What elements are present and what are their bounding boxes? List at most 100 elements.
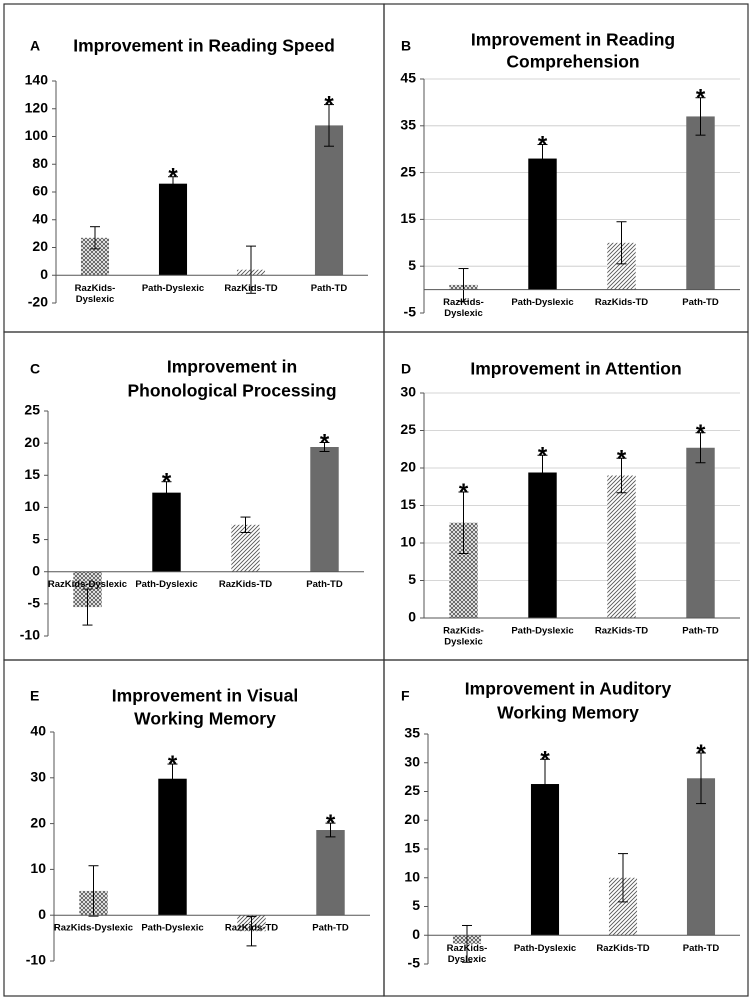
bar bbox=[310, 447, 339, 572]
y-tick-label: 20 bbox=[24, 434, 40, 450]
y-tick-label: 10 bbox=[404, 868, 420, 884]
bar bbox=[528, 472, 557, 618]
panel-letter: D bbox=[401, 361, 411, 377]
chart-title-line: Phonological Processing bbox=[127, 381, 336, 401]
x-tick-label: RazKids- bbox=[75, 283, 116, 294]
x-tick-label: RazKids-TD bbox=[224, 283, 277, 294]
x-tick-label: RazKids-TD bbox=[596, 943, 649, 954]
y-tick-label: 20 bbox=[400, 459, 416, 475]
x-tick-label: RazKids-Dyslexic bbox=[48, 579, 127, 590]
y-tick-label: 10 bbox=[30, 860, 46, 876]
significance-star: * bbox=[324, 92, 334, 119]
significance-star: * bbox=[696, 420, 706, 447]
bar bbox=[528, 158, 557, 290]
panel-d: D Improvement in Attention 0 5 10 15 20 25 30 * * *… bbox=[383, 331, 749, 661]
bar bbox=[686, 778, 716, 936]
y-tick-label: 15 bbox=[24, 466, 40, 482]
x-tick-label: Path-Dyslexic bbox=[511, 297, 573, 308]
x-tick-label: Dyslexic bbox=[76, 294, 115, 305]
panel-a: A Improvement in Reading Speed -20 0 20 40 60 8… bbox=[3, 3, 385, 333]
chart-title-line: Improvement in Reading bbox=[471, 30, 675, 50]
x-tick-label: RazKids-TD bbox=[595, 297, 648, 308]
chart-title-line: Working Memory bbox=[134, 709, 276, 729]
x-tick-label: RazKids- bbox=[447, 943, 488, 954]
y-tick-label: 30 bbox=[30, 769, 46, 785]
panel-letter: C bbox=[30, 361, 40, 377]
x-tick-label: Dyslexic bbox=[444, 308, 483, 319]
x-tick-label: Path-TD bbox=[682, 626, 719, 637]
y-tick-label: 0 bbox=[412, 926, 420, 942]
x-tick-label: Path-Dyslexic bbox=[141, 923, 203, 934]
panel-frame bbox=[383, 659, 749, 997]
y-tick-label: 5 bbox=[32, 530, 40, 546]
y-tick-label: 60 bbox=[32, 183, 48, 199]
significance-star: * bbox=[696, 85, 706, 112]
y-tick-label: 15 bbox=[400, 210, 416, 226]
y-tick-label: 0 bbox=[40, 266, 48, 282]
y-tick-label: 15 bbox=[404, 840, 420, 856]
x-tick-label: RazKids-Dyslexic bbox=[54, 923, 133, 934]
y-tick-label: 35 bbox=[404, 725, 420, 741]
y-tick-label: 35 bbox=[400, 117, 416, 133]
y-tick-label: 5 bbox=[408, 257, 416, 273]
y-tick-label: 40 bbox=[32, 210, 48, 226]
panel-letter: A bbox=[30, 38, 40, 54]
significance-star: * bbox=[538, 442, 548, 469]
x-tick-label: Dyslexic bbox=[444, 637, 483, 648]
y-tick-label: 20 bbox=[32, 238, 48, 254]
significance-star: * bbox=[538, 132, 548, 159]
y-tick-label: -5 bbox=[408, 955, 421, 971]
panel-letter: E bbox=[30, 688, 39, 704]
y-tick-label: 10 bbox=[400, 534, 416, 550]
bar bbox=[686, 447, 715, 618]
significance-star: * bbox=[162, 469, 172, 496]
chart-title-line: Improvement in Attention bbox=[470, 359, 681, 379]
x-tick-label: Path-TD bbox=[312, 923, 349, 934]
x-tick-label: Path-TD bbox=[311, 283, 348, 294]
chart-title-line: Improvement in bbox=[167, 357, 297, 377]
y-tick-label: 20 bbox=[30, 814, 46, 830]
y-tick-label: 120 bbox=[25, 99, 49, 115]
x-tick-label: Path-Dyslexic bbox=[135, 579, 197, 590]
x-tick-label: Path-TD bbox=[682, 297, 719, 308]
y-tick-label: 0 bbox=[38, 906, 46, 922]
y-tick-label: 140 bbox=[25, 72, 49, 88]
panels-layer: A Improvement in Reading Speed -20 0 20 40 60 8… bbox=[3, 3, 749, 997]
panel-letter: B bbox=[401, 38, 411, 54]
x-tick-label: RazKids-TD bbox=[225, 923, 278, 934]
bar bbox=[686, 116, 715, 290]
y-tick-label: 15 bbox=[400, 496, 416, 512]
y-tick-label: 5 bbox=[412, 897, 420, 913]
y-tick-label: 25 bbox=[404, 782, 420, 798]
y-tick-label: -10 bbox=[26, 952, 46, 968]
y-tick-label: 45 bbox=[400, 70, 416, 86]
y-tick-label: -10 bbox=[20, 627, 40, 643]
significance-star: * bbox=[459, 479, 469, 506]
x-tick-label: Path-TD bbox=[306, 579, 343, 590]
x-tick-label: Path-TD bbox=[683, 943, 720, 954]
x-tick-label: Path-Dyslexic bbox=[511, 626, 573, 637]
bar bbox=[158, 778, 187, 916]
panel-f: F Improvement in Auditory Working Memory -5… bbox=[383, 659, 749, 997]
x-tick-label: Path-Dyslexic bbox=[142, 283, 204, 294]
y-tick-label: 25 bbox=[400, 421, 416, 437]
y-tick-label: 100 bbox=[25, 127, 49, 143]
chart-title-line: Improvement in Auditory bbox=[465, 679, 672, 699]
panel-c: C Improvement in Phonological Processing -1… bbox=[3, 331, 385, 661]
significance-star: * bbox=[696, 740, 706, 767]
y-tick-label: 40 bbox=[30, 723, 46, 739]
y-tick-label: -20 bbox=[28, 294, 48, 310]
y-tick-label: 10 bbox=[24, 498, 40, 514]
chart-title-line: Improvement in Reading Speed bbox=[73, 36, 335, 56]
bar bbox=[607, 475, 636, 618]
significance-star: * bbox=[320, 430, 330, 457]
bar bbox=[314, 125, 344, 276]
y-tick-label: -5 bbox=[404, 304, 417, 320]
chart-title-line: Improvement in Visual bbox=[112, 686, 298, 706]
significance-star: * bbox=[540, 746, 550, 773]
x-tick-label: Dyslexic bbox=[448, 954, 487, 965]
y-tick-label: 5 bbox=[408, 571, 416, 587]
chart-title-line: Comprehension bbox=[506, 52, 639, 72]
